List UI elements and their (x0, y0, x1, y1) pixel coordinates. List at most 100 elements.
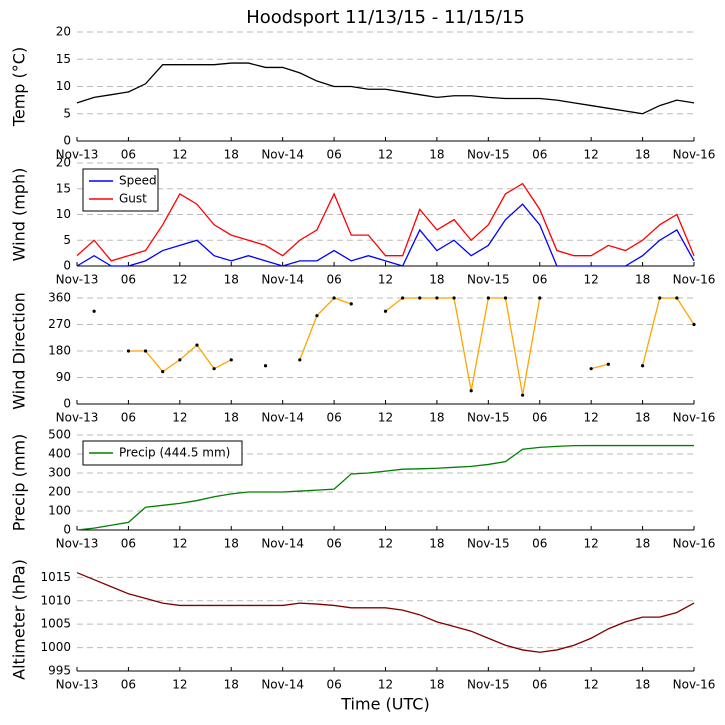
x-tick-label: 12 (172, 537, 187, 551)
series-line (76, 572, 695, 653)
y-tick-label: 90 (56, 370, 71, 384)
y-tick-label: 0 (63, 523, 71, 537)
x-tick-label: Nov-13 (56, 148, 99, 162)
y-axis-label: Wind Direction (10, 292, 29, 410)
point (606, 362, 610, 366)
x-tick-label: 18 (224, 411, 239, 425)
x-tick-label: 12 (378, 537, 393, 551)
y-tick-label: 5 (63, 106, 71, 120)
x-tick-label: 12 (172, 148, 187, 162)
x-tick-label: Nov-15 (467, 678, 510, 692)
x-tick-label: Nov-15 (467, 411, 510, 425)
y-tick-label: 1005 (40, 617, 71, 631)
series-line (76, 62, 695, 115)
x-tick-label: 12 (172, 678, 187, 692)
chart-title: Hoodsport 11/13/15 - 11/15/15 (246, 7, 525, 28)
legend-label: Precip (444.5 mm) (119, 446, 230, 460)
y-tick-label: 20 (56, 25, 71, 39)
series-line (76, 203, 695, 267)
x-tick-label: 18 (224, 148, 239, 162)
point (332, 296, 336, 300)
x-tick-label: 12 (378, 273, 393, 287)
y-tick-label: 0 (63, 134, 71, 148)
x-tick-label: 06 (121, 273, 136, 287)
x-tick-label: 12 (584, 273, 599, 287)
y-tick-label: 180 (48, 344, 71, 358)
point (195, 343, 199, 347)
y-axis-label: Altimeter (hPa) (10, 559, 29, 680)
point (521, 393, 525, 397)
x-tick-label: 18 (429, 678, 444, 692)
point (692, 322, 696, 327)
point (383, 309, 388, 313)
y-axis-label: Precip (mm) (10, 434, 29, 532)
y-tick-label: 15 (56, 181, 71, 195)
y-tick-label: 0 (63, 259, 71, 273)
y-tick-label: 1000 (40, 640, 71, 654)
x-tick-label: 06 (532, 678, 547, 692)
x-tick-label: 18 (635, 411, 650, 425)
point (503, 296, 508, 300)
y-tick-label: 995 (48, 664, 71, 678)
x-tick-label: 06 (532, 148, 547, 162)
x-tick-label: 18 (429, 411, 444, 425)
point (349, 302, 353, 306)
x-tick-label: Nov-14 (261, 148, 304, 162)
x-tick-label: Nov-15 (467, 273, 510, 287)
x-tick-label: 18 (224, 273, 239, 287)
point (92, 309, 96, 313)
y-tick-label: 270 (48, 317, 71, 331)
x-tick-label: 18 (429, 148, 444, 162)
point (435, 296, 439, 300)
x-tick-label: Nov-16 (673, 411, 716, 425)
y-tick-label: 10 (56, 207, 71, 221)
x-tick-label: 12 (584, 411, 599, 425)
x-tick-label: Nov-15 (467, 537, 510, 551)
x-tick-label: 06 (326, 678, 341, 692)
x-tick-label: Nov-16 (673, 678, 716, 692)
x-tick-label: 12 (172, 411, 187, 425)
x-tick-label: Nov-16 (673, 148, 716, 162)
x-tick-label: 18 (635, 537, 650, 551)
point (486, 296, 490, 300)
point (658, 296, 662, 300)
x-tick-label: 12 (378, 678, 393, 692)
x-tick-label: 18 (224, 537, 239, 551)
legend-box (82, 168, 159, 212)
y-tick-label: 20 (56, 156, 71, 170)
x-tick-label: 12 (378, 411, 393, 425)
x-tick-label: Nov-13 (56, 678, 99, 692)
point (538, 296, 542, 300)
x-tick-label: Nov-13 (56, 411, 99, 425)
y-tick-label: 5 (63, 233, 71, 247)
y-tick-label: 100 (48, 504, 71, 518)
x-tick-label: 12 (584, 678, 599, 692)
y-tick-label: 1010 (40, 593, 71, 607)
x-tick-label: Nov-13 (56, 273, 99, 287)
point (143, 349, 148, 353)
x-tick-label: 18 (429, 537, 444, 551)
x-tick-label: 06 (121, 678, 136, 692)
x-tick-label: 18 (635, 678, 650, 692)
point (229, 358, 233, 362)
x-tick-label: Nov-14 (261, 678, 304, 692)
x-tick-label: Nov-13 (56, 537, 99, 551)
legend-label: Speed (119, 174, 157, 188)
x-tick-label: Nov-16 (673, 537, 716, 551)
x-tick-label: Nov-15 (467, 148, 510, 162)
x-tick-label: Nov-14 (261, 537, 304, 551)
x-tick-label: Nov-16 (673, 273, 716, 287)
point (315, 314, 319, 318)
x-tick-label: 12 (584, 537, 599, 551)
y-axis-label: Wind (mph) (10, 168, 29, 262)
point (418, 296, 422, 300)
x-tick-label: 12 (584, 148, 599, 162)
point (161, 370, 165, 374)
x-tick-label: 12 (172, 273, 187, 287)
y-tick-label: 300 (48, 466, 71, 480)
x-tick-label: 06 (121, 148, 136, 162)
x-tick-label: Nov-14 (261, 273, 304, 287)
